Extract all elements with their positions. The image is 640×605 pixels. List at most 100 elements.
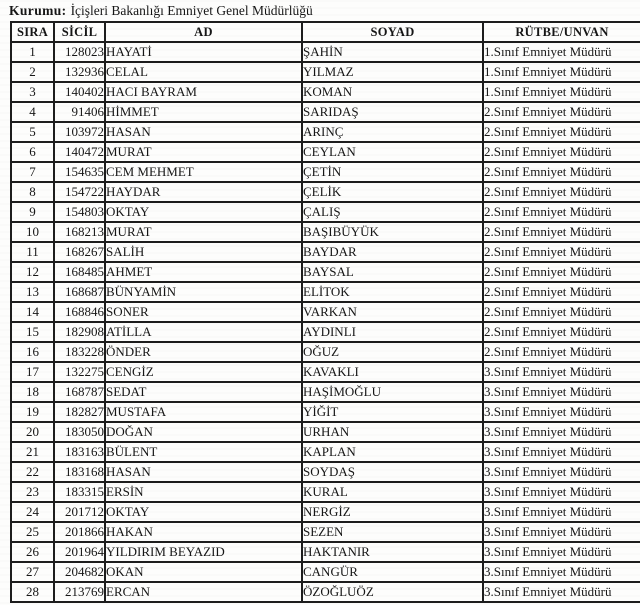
cell-rutbe: 1.Sınıf Emniyet Müdürü [482,81,640,103]
cell-ad: ERSİN [104,481,303,503]
cell-rutbe: 3.Sınıf Emniyet Müdürü [482,501,640,523]
cell-sicil: 128023 [53,41,106,63]
cell-sicil: 168687 [53,281,106,303]
cell-sira: 22 [10,461,55,483]
cell-ad: SALİH [104,241,303,263]
cell-soyad: SARIDAŞ [301,101,484,123]
cell-sicil: 168787 [53,381,106,403]
cell-sicil: 103972 [53,121,106,143]
table-row: 6 140472 MURAT CEYLAN 2.Sınıf Emniyet Müdürü [10,141,640,163]
cell-sira: 20 [10,421,55,443]
cell-ad: HAYDAR [104,181,303,203]
column-header-ad: AD [104,21,303,43]
cell-rutbe: 3.Sınıf Emniyet Müdürü [482,461,640,483]
cell-soyad: ARINÇ [301,121,484,143]
column-header-soyad: SOYAD [301,21,484,43]
cell-ad: DOĞAN [104,421,303,443]
cell-soyad: OĞUZ [301,341,484,363]
cell-sicil: 168213 [53,221,106,243]
cell-soyad: NERGİZ [301,501,484,523]
column-header-sicil: SİCİL [53,21,106,43]
cell-ad: HASAN [104,461,303,483]
cell-sira: 2 [10,61,55,83]
cell-rutbe: 2.Sınıf Emniyet Müdürü [482,161,640,183]
cell-ad: HAKAN [104,521,303,543]
cell-sicil: 168485 [53,261,106,283]
cell-sira: 24 [10,501,55,523]
table-row: 14 168846 SONER VARKAN 2.Sınıf Emniyet Müdür… [10,301,640,323]
cell-ad: CEM MEHMET [104,161,303,183]
cell-soyad: YILMAZ [301,61,484,83]
cell-rutbe: 3.Sınıf Emniyet Müdürü [482,381,640,403]
cell-rutbe: 3.Sınıf Emniyet Müdürü [482,361,640,383]
cell-soyad: KAVAKLI [301,361,484,383]
cell-ad: HİMMET [104,101,303,123]
cell-soyad: CANGÜR [301,561,484,583]
cell-soyad: BAŞIBÜYÜK [301,221,484,243]
cell-ad: OKTAY [104,201,303,223]
cell-ad: SONER [104,301,303,323]
table-row: 27 204682 OKAN CANGÜR 3.Sınıf Emniyet Müdürü [10,561,640,583]
cell-ad: CELAL [104,61,303,83]
table-head: SIRA SİCİL AD SOYAD RÜTBE/UNVAN [10,21,640,43]
cell-ad: HACI BAYRAM [104,81,303,103]
cell-rutbe: 3.Sınıf Emniyet Müdürü [482,541,640,563]
table-row: 2 132936 CELAL YILMAZ 1.Sınıf Emniyet Müdürü [10,61,640,83]
cell-rutbe: 1.Sınıf Emniyet Müdürü [482,41,640,63]
cell-soyad: BAYSAL [301,261,484,283]
table-body: 1 128023 HAYATİ ŞAHİN 1.Sınıf Emniyet Müdürü… [10,41,640,603]
cell-sicil: 201866 [53,521,106,543]
cell-ad: HASAN [104,121,303,143]
cell-soyad: HAŞİMOĞLU [301,381,484,403]
cell-rutbe: 3.Sınıf Emniyet Müdürü [482,521,640,543]
table-row: 5 103972 HASAN ARINÇ 2.Sınıf Emniyet Müdürü [10,121,640,143]
cell-sira: 6 [10,141,55,163]
cell-soyad: HAKTANIR [301,541,484,563]
cell-sira: 11 [10,241,55,263]
cell-rutbe: 3.Sınıf Emniyet Müdürü [482,421,640,443]
cell-rutbe: 3.Sınıf Emniyet Müdürü [482,401,640,423]
table-row: 24 201712 OKTAY NERGİZ 3.Sınıf Emniyet Müdür… [10,501,640,523]
cell-sira: 25 [10,521,55,543]
cell-sicil: 201964 [53,541,106,563]
cell-ad: BÜNYAMİN [104,281,303,303]
cell-soyad: ÇALIŞ [301,201,484,223]
cell-sira: 3 [10,81,55,103]
cell-rutbe: 2.Sınıf Emniyet Müdürü [482,341,640,363]
cell-sira: 7 [10,161,55,183]
cell-rutbe: 2.Sınıf Emniyet Müdürü [482,281,640,303]
table-row: 25 201866 HAKAN SEZEN 3.Sınıf Emniyet Müdürü [10,521,640,543]
cell-soyad: AYDINLI [301,321,484,343]
table-row: 1 128023 HAYATİ ŞAHİN 1.Sınıf Emniyet Müdürü [10,41,640,63]
cell-sicil: 182827 [53,401,106,423]
table-row: 7 154635 CEM MEHMET ÇETİN 2.Sınıf Emniyet Mü… [10,161,640,183]
cell-sicil: 201712 [53,501,106,523]
cell-rutbe: 2.Sınıf Emniyet Müdürü [482,321,640,343]
cell-ad: AHMET [104,261,303,283]
cell-sira: 26 [10,541,55,563]
cell-sicil: 183168 [53,461,106,483]
table-row: 8 154722 HAYDAR ÇELİK 2.Sınıf Emniyet Müdürü [10,181,640,203]
cell-sicil: 183315 [53,481,106,503]
table-row: 20 183050 DOĞAN URHAN 3.Sınıf Emniyet Müdürü [10,421,640,443]
cell-sicil: 168267 [53,241,106,263]
cell-sicil: 91406 [53,101,106,123]
cell-sicil: 183228 [53,341,106,363]
cell-rutbe: 2.Sınıf Emniyet Müdürü [482,301,640,323]
table-row: 15 182908 ATİLLA AYDINLI 2.Sınıf Emniyet Müd… [10,321,640,343]
cell-ad: OKAN [104,561,303,583]
cell-rutbe: 2.Sınıf Emniyet Müdürü [482,201,640,223]
cell-rutbe: 1.Sınıf Emniyet Müdürü [482,61,640,83]
cell-sicil: 204682 [53,561,106,583]
cell-soyad: ÖZOĞLUÖZ [301,581,484,603]
table-row: 26 201964 YILDIRIM BEYAZID HAKTANIR 3.Sınıf … [10,541,640,563]
cell-soyad: KURAL [301,481,484,503]
cell-sira: 8 [10,181,55,203]
cell-ad: BÜLENT [104,441,303,463]
cell-ad: ERCAN [104,581,303,603]
cell-rutbe: 3.Sınıf Emniyet Müdürü [482,581,640,603]
cell-sira: 23 [10,481,55,503]
kurum-value: İçişleri Bakanlığı Emniyet Genel Müdürlü… [70,3,313,18]
cell-sira: 19 [10,401,55,423]
